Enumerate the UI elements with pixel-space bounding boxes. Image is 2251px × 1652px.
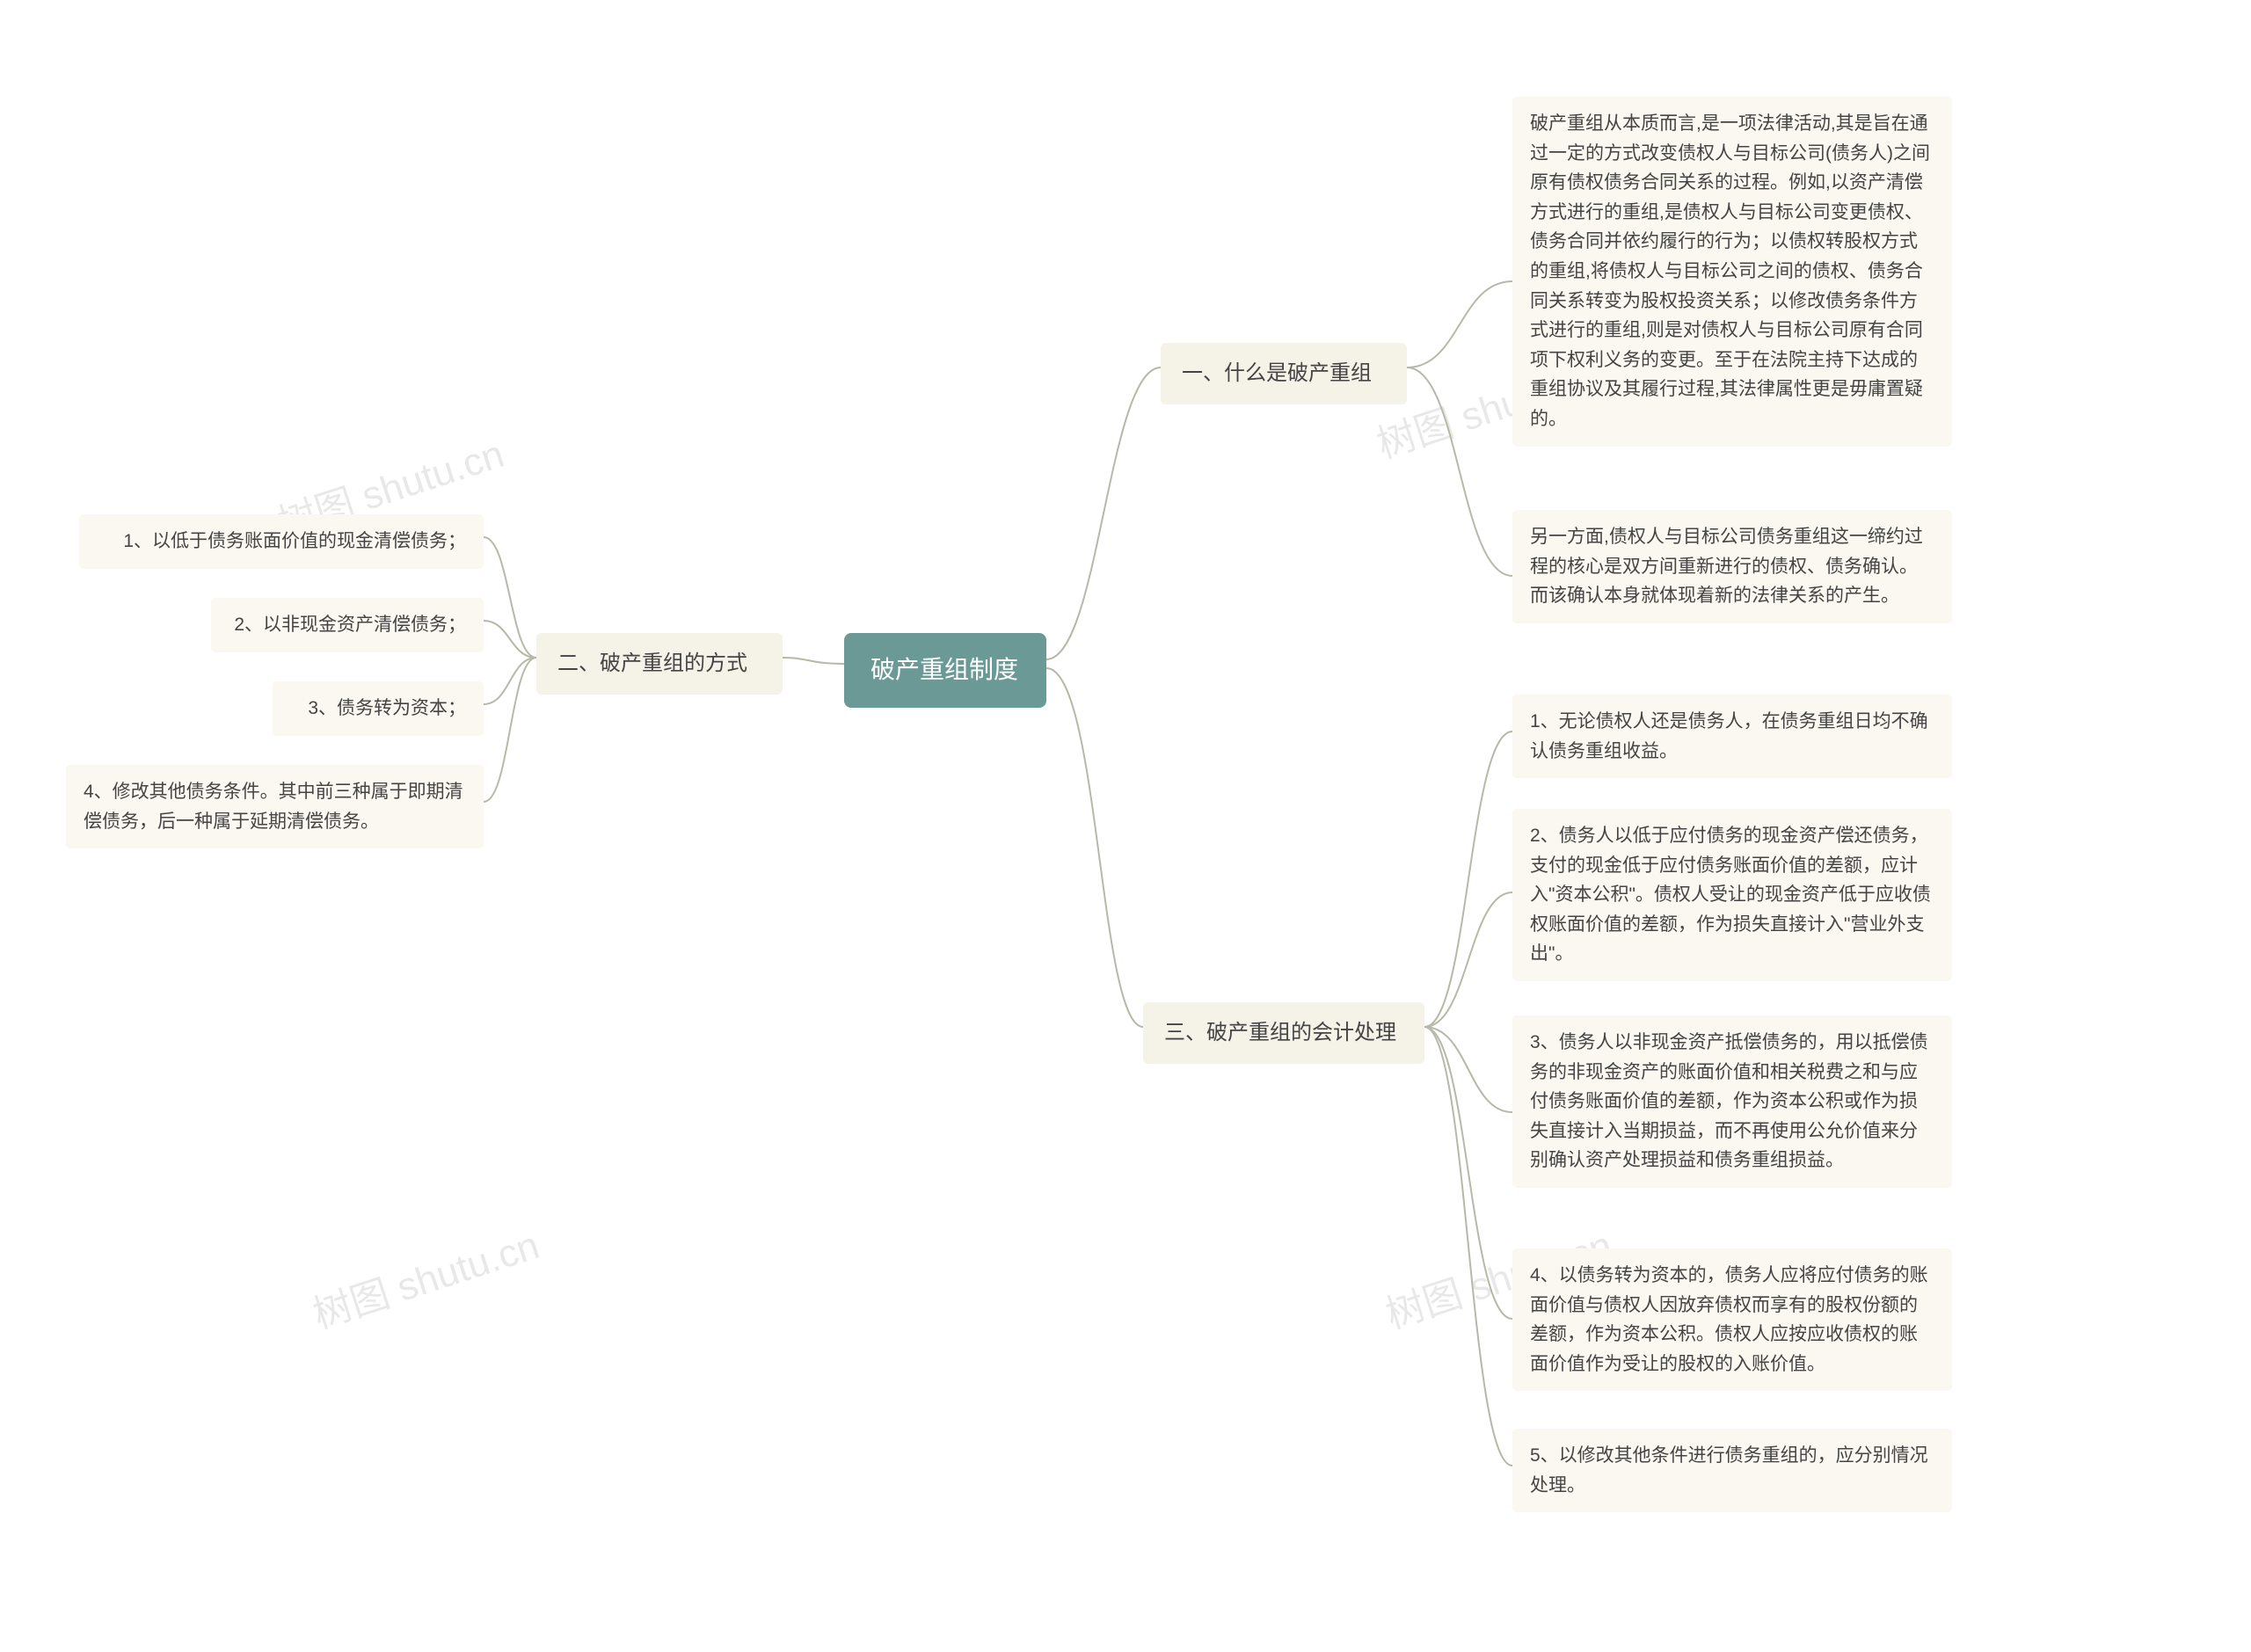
leaf-method-3[interactable]: 3、债务转为资本； xyxy=(273,681,484,736)
branch-what-is[interactable]: 一、什么是破产重组 xyxy=(1161,343,1407,404)
leaf-accounting-3[interactable]: 3、债务人以非现金资产抵偿债务的，用以抵偿债务的非现金资产的账面价值和相关税费之… xyxy=(1512,1015,1952,1188)
leaf-accounting-2[interactable]: 2、债务人以低于应付债务的现金资产偿还债务，支付的现金低于应付债务账面价值的差额… xyxy=(1512,809,1952,981)
leaf-accounting-5[interactable]: 5、以修改其他条件进行债务重组的，应分别情况处理。 xyxy=(1512,1429,1952,1512)
leaf-definition-1[interactable]: 破产重组从本质而言,是一项法律活动,其是旨在通过一定的方式改变债权人与目标公司(… xyxy=(1512,97,1952,447)
branch-methods[interactable]: 二、破产重组的方式 xyxy=(536,633,783,695)
leaf-accounting-4[interactable]: 4、以债务转为资本的，债务人应将应付债务的账面价值与债权人因放弃债权而享有的股权… xyxy=(1512,1248,1952,1391)
leaf-definition-2[interactable]: 另一方面,债权人与目标公司债务重组这一缔约过程的核心是双方间重新进行的债权、债务… xyxy=(1512,510,1952,623)
leaf-method-1[interactable]: 1、以低于债务账面价值的现金清偿债务； xyxy=(79,514,484,569)
leaf-accounting-1[interactable]: 1、无论债权人还是债务人，在债务重组日均不确认债务重组收益。 xyxy=(1512,695,1952,778)
leaf-method-4[interactable]: 4、修改其他债务条件。其中前三种属于即期清偿债务，后一种属于延期清偿债务。 xyxy=(66,765,484,848)
leaf-method-2[interactable]: 2、以非现金资产清偿债务； xyxy=(211,598,484,652)
branch-accounting[interactable]: 三、破产重组的会计处理 xyxy=(1143,1002,1424,1064)
mindmap-root[interactable]: 破产重组制度 xyxy=(844,633,1046,708)
watermark: 树图 shutu.cn xyxy=(305,1213,545,1339)
